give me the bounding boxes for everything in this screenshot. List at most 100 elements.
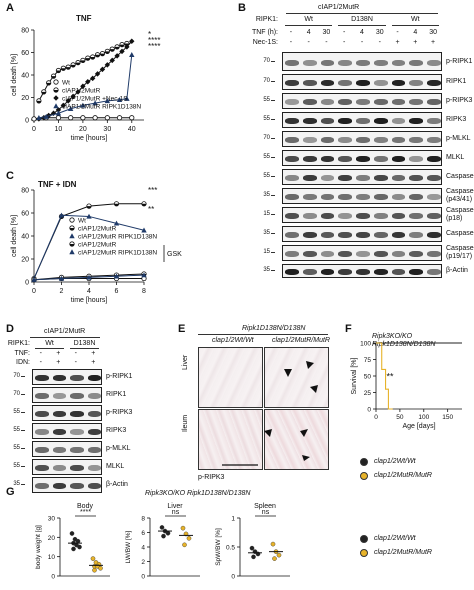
protein-band (427, 80, 441, 86)
x-tick-label: 50 (396, 414, 404, 421)
protein-band (391, 194, 406, 200)
y-tick-label: 10 (48, 554, 56, 561)
data-point (113, 273, 120, 279)
molecular-weight-marker: 70 (252, 135, 275, 141)
protein-band (70, 465, 84, 471)
tnf-value: - (289, 29, 293, 36)
protein-band (427, 156, 441, 162)
data-point (270, 541, 276, 547)
tnf-value: 30 (429, 29, 437, 36)
protein-band (356, 175, 370, 181)
data-point (60, 102, 67, 109)
protein-band (87, 447, 101, 453)
protein-band (356, 80, 370, 86)
protein-band (373, 118, 388, 124)
protein-band (409, 194, 424, 200)
legend-dot (360, 458, 368, 466)
data-point-fill (70, 64, 76, 68)
protein-band (409, 213, 424, 219)
protein-band (409, 156, 424, 162)
histology-ileum-mutr (264, 409, 329, 470)
legend-label: clap1/2Wt/Wt (374, 535, 416, 542)
data-point (67, 106, 74, 111)
protein-band (427, 59, 441, 66)
molecular-weight-marker: 70 (2, 391, 25, 397)
western-blot-strip (282, 131, 442, 147)
x-tick-label: 8 (142, 288, 146, 295)
data-point (116, 97, 123, 102)
x-tick-label: 20 (79, 126, 87, 133)
protein-band (302, 213, 317, 219)
histology-arrowheads (222, 361, 318, 466)
data-point-fill (56, 70, 61, 73)
chart-a: 0 20 40 60 80 0 10 20 30 40 time [hours] cell death… (11, 28, 160, 143)
genotype-underline (391, 25, 439, 26)
panel-d-ripk1-label: RIPK1: (7, 340, 30, 347)
panel-e-row2: Ileum (182, 414, 189, 432)
x-tick-label: 40 (128, 126, 136, 133)
data-point (159, 525, 165, 530)
y-tick-label: 0 (231, 574, 235, 581)
protein-label: p-MLKL (446, 135, 471, 142)
legend-marker (69, 233, 75, 239)
protein-band (373, 232, 388, 238)
data-point-fill (114, 203, 119, 206)
protein-band (373, 269, 388, 275)
arrowhead-icon (302, 455, 310, 461)
panel-letter-g: G (6, 486, 15, 498)
y-tick-label: 60 (21, 211, 29, 218)
western-blot-strip (32, 405, 102, 421)
data-point-fill (51, 76, 56, 79)
genotype-label: D138N (73, 340, 96, 347)
chart-f: 0 25 50 75 100 0 50 100 150 Age [days] Survival [%… (351, 341, 462, 430)
western-blot-strip (282, 52, 442, 71)
y-tick-label: 1 (231, 516, 235, 523)
data-point-fill (36, 100, 42, 104)
data-point-fill (75, 62, 81, 65)
protein-band (87, 375, 101, 381)
significance-label: ns (172, 509, 180, 516)
protein-band (87, 483, 101, 489)
western-blot-strip (282, 245, 442, 261)
protein-band (427, 118, 441, 124)
significance-star: **** (148, 36, 160, 45)
data-point (36, 115, 42, 120)
tnf-value: - (74, 350, 77, 357)
y-tick-label: 0 (141, 574, 145, 581)
data-point (80, 115, 86, 121)
protein-band (338, 269, 353, 275)
significance-star: * (148, 30, 151, 39)
idn-value: + (56, 359, 61, 366)
data-point-fill (46, 82, 51, 86)
tnf-value: 4 (413, 29, 418, 36)
protein-band (427, 213, 441, 219)
protein-band (302, 80, 317, 86)
legend-label: clap1/2MutR/MutR (374, 549, 432, 556)
protein-label: p-RIPK1 (446, 57, 473, 65)
data-point (55, 107, 62, 113)
legend-label: Wt (78, 218, 86, 225)
significance-star: *** (148, 186, 157, 195)
protein-band (409, 80, 424, 86)
protein-band (302, 251, 317, 257)
protein-band (52, 393, 66, 399)
protein-band (35, 393, 49, 399)
data-point (65, 98, 71, 104)
western-blot-strip (282, 188, 442, 204)
protein-band (302, 99, 317, 105)
protein-band (70, 483, 84, 489)
protein-band (373, 194, 388, 200)
legend-label: clap1/2Wt/Wt (374, 458, 416, 465)
protein-band (302, 232, 317, 238)
data-point-fill (119, 44, 125, 47)
protein-band (356, 99, 370, 105)
protein-band (320, 59, 335, 66)
panel-g-title: Ripk3KO/KO Ripk1D138N/D138N (145, 490, 251, 497)
genotype-label: Wt (304, 16, 313, 23)
legend-dot (360, 549, 368, 557)
western-blot-strip (32, 369, 102, 385)
y-tick-label: 50 (364, 374, 372, 381)
data-point (58, 275, 65, 281)
protein-band (320, 175, 335, 181)
panel-e-stain: p-RIPK3 (198, 474, 225, 481)
